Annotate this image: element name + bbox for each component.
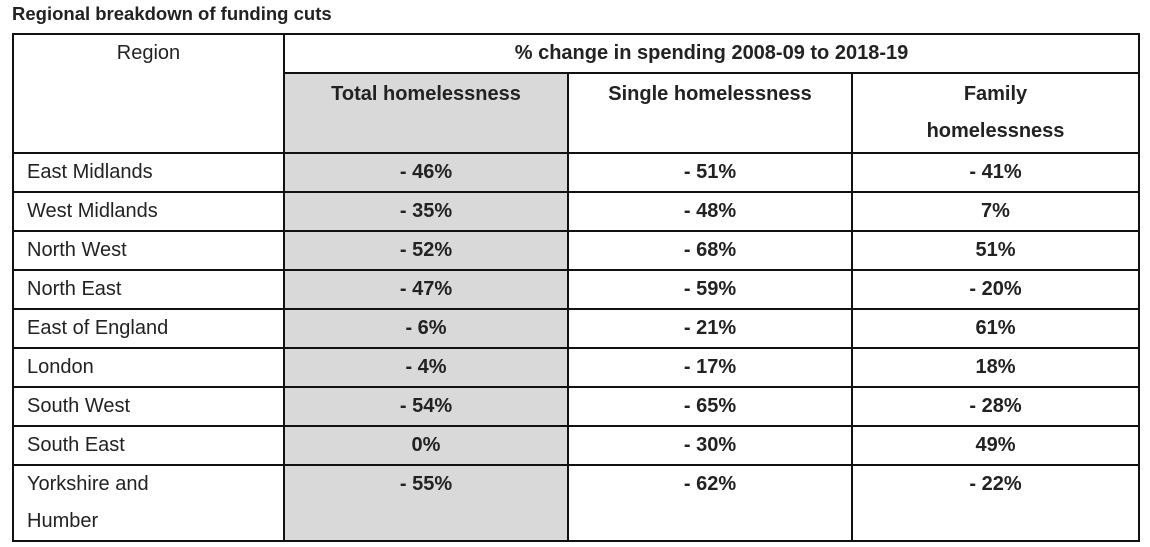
cell-family: 49% bbox=[851, 425, 1140, 466]
header-total: Total homelessness bbox=[283, 72, 569, 154]
cell-family: 51% bbox=[851, 230, 1140, 271]
cell-single: - 51% bbox=[567, 152, 853, 193]
cell-family: 18% bbox=[851, 347, 1140, 388]
header-region: Region bbox=[12, 33, 285, 154]
cell-family: 61% bbox=[851, 308, 1140, 349]
funding-cuts-table: Region % change in spending 2008-09 to 2… bbox=[12, 33, 1140, 542]
cell-single: - 48% bbox=[567, 191, 853, 232]
cell-region: Yorkshire and Humber bbox=[12, 464, 285, 542]
cell-single: - 30% bbox=[567, 425, 853, 466]
table-row: North West - 52% - 68% 51% bbox=[12, 230, 1140, 271]
cell-region: West Midlands bbox=[12, 191, 285, 232]
cell-total: - 6% bbox=[283, 308, 569, 349]
cell-total: - 55% bbox=[283, 464, 569, 542]
cell-single: - 59% bbox=[567, 269, 853, 310]
cell-region: South West bbox=[12, 386, 285, 427]
cell-family: - 28% bbox=[851, 386, 1140, 427]
cell-total: - 35% bbox=[283, 191, 569, 232]
cell-single: - 65% bbox=[567, 386, 853, 427]
cell-region: South East bbox=[12, 425, 285, 466]
cell-total: - 47% bbox=[283, 269, 569, 310]
cell-family: 7% bbox=[851, 191, 1140, 232]
table-row: South East 0% - 30% 49% bbox=[12, 425, 1140, 466]
header-group: % change in spending 2008-09 to 2018-19 bbox=[283, 33, 1140, 74]
cell-single: - 21% bbox=[567, 308, 853, 349]
cell-family: - 20% bbox=[851, 269, 1140, 310]
cell-region: East of England bbox=[12, 308, 285, 349]
cell-total: - 54% bbox=[283, 386, 569, 427]
cell-family: - 22% bbox=[851, 464, 1140, 542]
cell-total: - 46% bbox=[283, 152, 569, 193]
cell-single: - 17% bbox=[567, 347, 853, 388]
cell-region: North West bbox=[12, 230, 285, 271]
table-row: North East - 47% - 59% - 20% bbox=[12, 269, 1140, 310]
cell-family: - 41% bbox=[851, 152, 1140, 193]
cell-total: - 52% bbox=[283, 230, 569, 271]
header-family: Family homelessness bbox=[851, 72, 1140, 154]
cell-single: - 68% bbox=[567, 230, 853, 271]
cell-total: - 4% bbox=[283, 347, 569, 388]
cell-total: 0% bbox=[283, 425, 569, 466]
table-row: London - 4% - 17% 18% bbox=[12, 347, 1140, 388]
table-row: East of England - 6% - 21% 61% bbox=[12, 308, 1140, 349]
cell-single: - 62% bbox=[567, 464, 853, 542]
cell-region: London bbox=[12, 347, 285, 388]
cell-region: North East bbox=[12, 269, 285, 310]
table-row: West Midlands - 35% - 48% 7% bbox=[12, 191, 1140, 232]
table-row: Yorkshire and Humber - 55% - 62% - 22% bbox=[12, 464, 1140, 542]
header-single: Single homelessness bbox=[567, 72, 853, 154]
table-row: South West - 54% - 65% - 28% bbox=[12, 386, 1140, 427]
table-title: Regional breakdown of funding cuts bbox=[12, 3, 332, 24]
cell-region: East Midlands bbox=[12, 152, 285, 193]
table-row: East Midlands - 46% - 51% - 41% bbox=[12, 152, 1140, 193]
